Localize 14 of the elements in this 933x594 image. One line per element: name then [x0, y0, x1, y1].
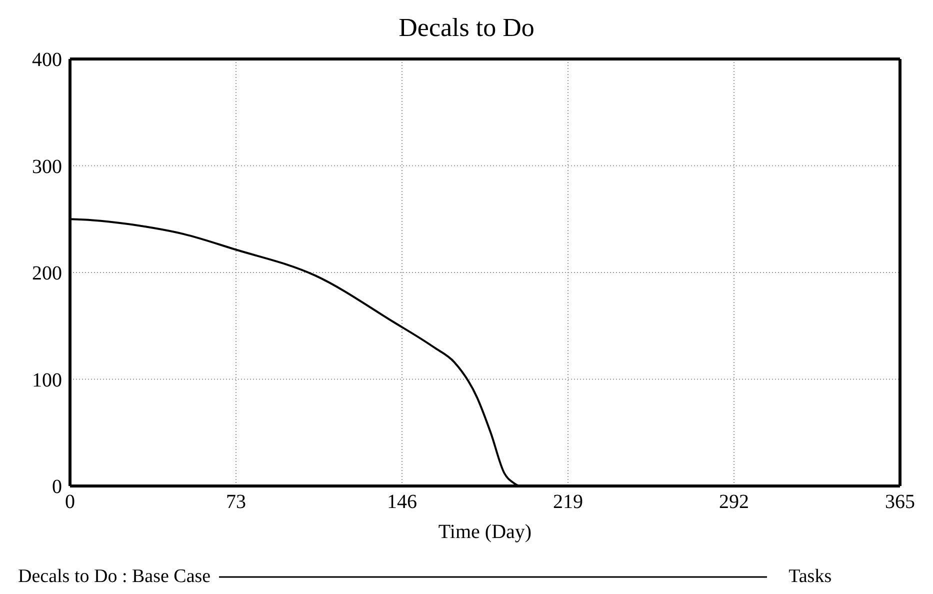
text: Decals to Do : Base Case [18, 566, 211, 588]
x-tick-label: 365 [885, 491, 915, 514]
x-tick-label: 219 [553, 491, 583, 514]
y-tick-label: 400 [32, 49, 62, 72]
y-tick-label: 0 [52, 476, 62, 498]
text: Tasks [788, 566, 832, 588]
x-tick-label: 146 [387, 491, 417, 514]
y-tick-label: 200 [32, 262, 62, 285]
chart-title: Decals to Do [398, 12, 536, 44]
y-tick-label: 100 [32, 369, 62, 392]
y-tick-label: 300 [32, 156, 62, 178]
x-tick-label: 73 [226, 491, 246, 514]
x-tick-label: 292 [719, 491, 749, 514]
x-axis-title: Time (Day) [438, 521, 532, 543]
